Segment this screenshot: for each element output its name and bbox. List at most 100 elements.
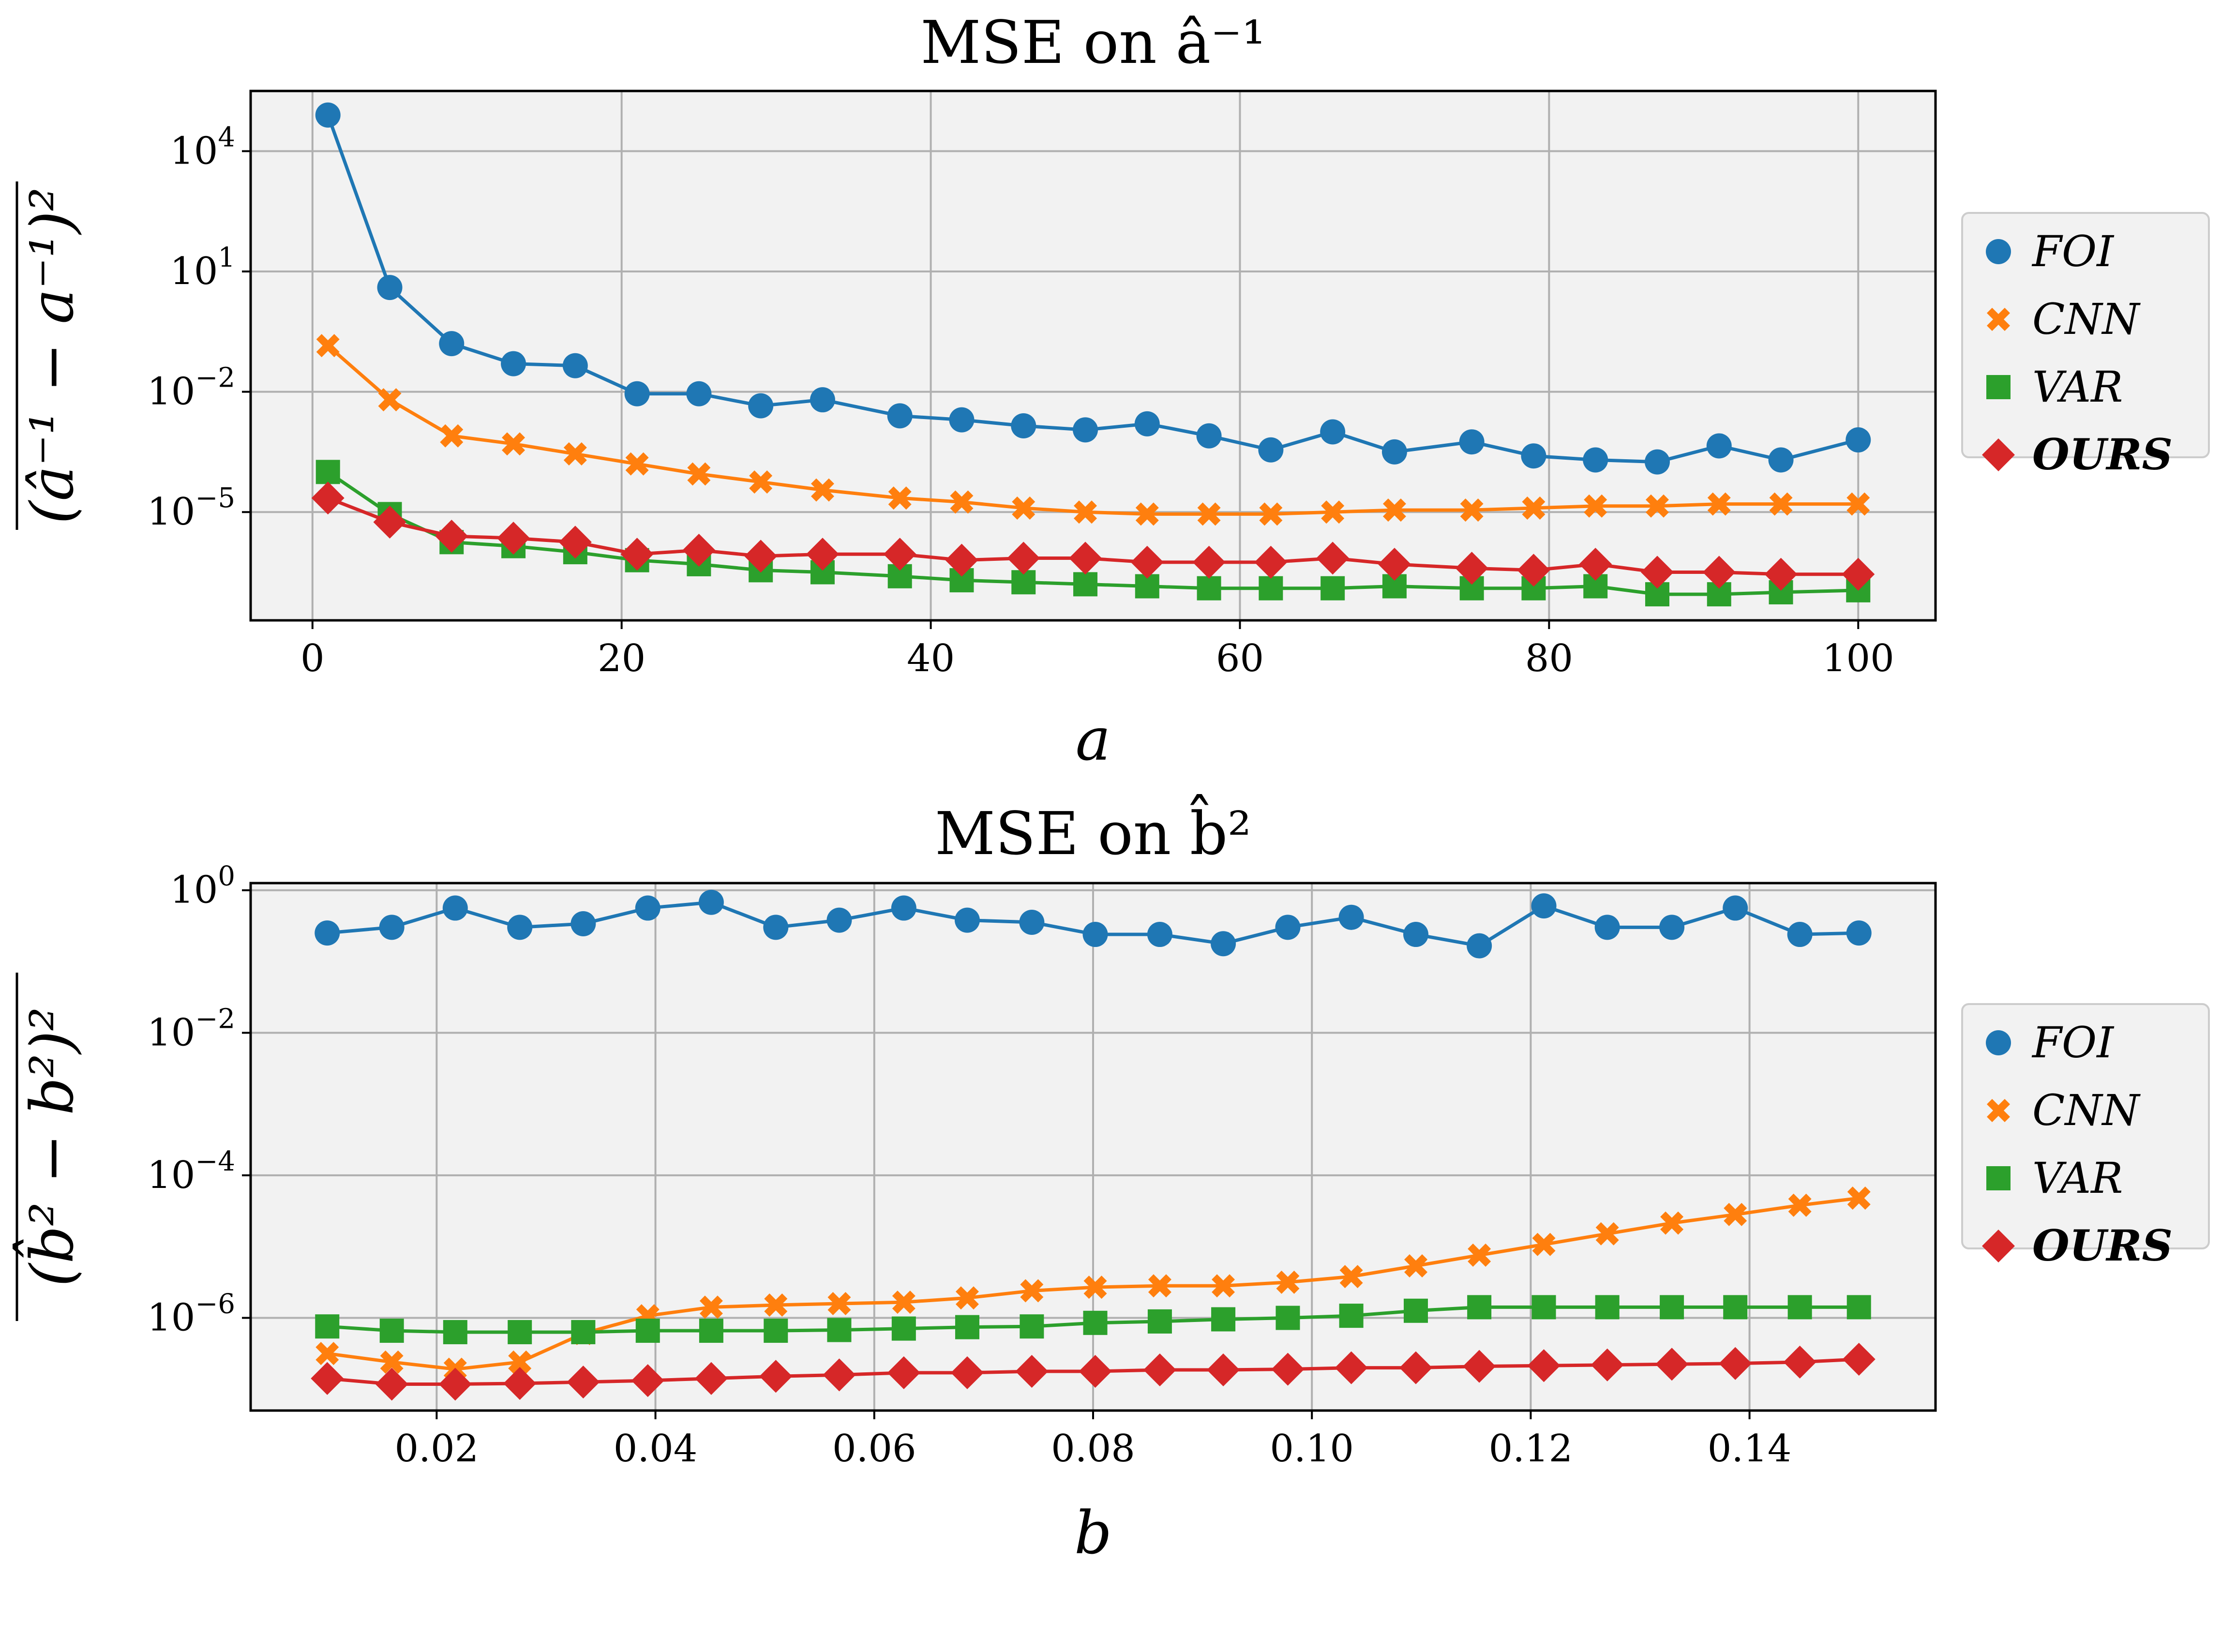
point-ours — [1254, 545, 1288, 579]
y-tick-base: 10 — [147, 1011, 195, 1054]
point-ours — [1842, 1342, 1876, 1376]
y-axis-label: (b̂² − b²)² — [13, 1007, 87, 1287]
point-ours — [1764, 557, 1798, 591]
point-cnn — [1276, 1270, 1300, 1294]
point-cnn — [440, 424, 464, 448]
x-axis-label: b — [1074, 1499, 1112, 1567]
point-cnn — [1847, 1186, 1871, 1210]
point-cnn — [1788, 1193, 1812, 1217]
point-cnn — [1148, 1274, 1171, 1298]
point-var — [699, 1319, 723, 1343]
point-var — [508, 1320, 532, 1344]
point-ours — [1655, 1348, 1689, 1381]
legend-box — [1961, 1003, 2210, 1249]
point-ours — [759, 1360, 793, 1393]
point-cnn — [1707, 492, 1731, 516]
point-foi — [1019, 910, 1045, 935]
point-cnn — [955, 1286, 979, 1310]
point-ours — [1455, 552, 1488, 585]
point-ours — [1015, 1354, 1049, 1388]
legend-marker-cnn — [1987, 308, 2010, 331]
point-cnn — [1339, 1265, 1363, 1289]
legend-marker-ours — [1982, 438, 2015, 471]
point-ours — [311, 481, 345, 515]
point-foi — [1467, 933, 1492, 959]
legend-marker-var — [1986, 1166, 2011, 1190]
point-var — [1020, 1314, 1044, 1339]
y-tick-exponent: 1 — [218, 242, 235, 273]
point-ours — [887, 1356, 920, 1389]
point-foi — [1594, 915, 1620, 940]
x-tick-label: 40 — [907, 637, 955, 680]
chart-title: MSE on b̂² — [935, 794, 1251, 868]
point-ours — [1079, 1354, 1112, 1388]
point-foi — [949, 407, 975, 433]
point-foi — [826, 907, 852, 933]
point-foi — [887, 403, 913, 429]
x-tick-label: 0.12 — [1489, 1427, 1573, 1471]
point-foi — [1211, 931, 1236, 957]
point-cnn — [1135, 502, 1159, 526]
x-tick-label: 0.14 — [1708, 1427, 1792, 1471]
point-ours — [1399, 1351, 1433, 1384]
point-var — [315, 1314, 340, 1339]
y-tick-base: 10 — [170, 129, 218, 173]
point-cnn — [699, 1295, 723, 1319]
point-var — [1083, 1310, 1108, 1335]
point-foi — [1644, 449, 1670, 475]
point-cnn — [508, 1350, 532, 1374]
point-foi — [1011, 413, 1036, 439]
y-tick-exponent: 0 — [218, 861, 235, 892]
point-foi — [1723, 895, 1748, 921]
point-var — [1147, 1309, 1172, 1334]
point-ours — [1517, 554, 1550, 587]
point-ours — [567, 1366, 600, 1399]
point-cnn — [764, 1293, 788, 1317]
point-var — [1197, 576, 1221, 601]
y-tick-label: 100 — [170, 861, 235, 912]
point-var — [315, 460, 340, 484]
legend-label-var: VAR — [2032, 1153, 2123, 1203]
point-cnn — [1769, 492, 1793, 516]
point-cnn — [1460, 498, 1484, 522]
point-var — [635, 1319, 660, 1343]
point-var — [443, 1320, 467, 1344]
point-cnn — [1197, 502, 1221, 526]
y-tick-exponent: −2 — [195, 1003, 235, 1035]
point-foi — [377, 275, 403, 300]
y-tick-base: 10 — [147, 490, 195, 534]
y-tick-base: 10 — [147, 1296, 195, 1340]
point-var — [1531, 1295, 1556, 1320]
x-tick-label: 0.10 — [1270, 1427, 1354, 1471]
y-tick-exponent: −5 — [195, 482, 235, 514]
point-foi — [379, 915, 405, 940]
y-tick-base: 10 — [147, 370, 195, 414]
point-ours — [558, 526, 592, 559]
point-foi — [570, 911, 596, 936]
point-var — [1211, 1307, 1236, 1332]
x-tick-label: 80 — [1525, 637, 1573, 680]
point-ours — [375, 1367, 408, 1401]
point-cnn — [1020, 1279, 1044, 1303]
point-cnn — [1321, 500, 1345, 524]
chart-panel-bottom: 0.02 0.04 0.06 0.08 0.10 0.12 0.1410010−210−41… — [13, 794, 2210, 1567]
point-var — [1595, 1295, 1620, 1320]
point-foi — [1381, 439, 1407, 465]
point-foi — [748, 393, 774, 419]
y-tick-label: 10−2 — [147, 1003, 235, 1054]
y-tick-base: 10 — [170, 250, 218, 293]
point-var — [379, 1319, 404, 1343]
point-ours — [1640, 556, 1674, 589]
x-tick-label: 0 — [300, 637, 325, 680]
y-tick-label: 101 — [170, 242, 235, 293]
y-tick-label: 10−2 — [147, 362, 235, 414]
y-tick-exponent: −4 — [195, 1146, 235, 1177]
point-var — [1723, 1295, 1748, 1320]
point-ours — [311, 1362, 344, 1395]
point-ours — [1335, 1351, 1368, 1384]
point-var — [1660, 1295, 1684, 1320]
point-cnn — [1522, 496, 1546, 520]
point-cnn — [502, 432, 525, 456]
